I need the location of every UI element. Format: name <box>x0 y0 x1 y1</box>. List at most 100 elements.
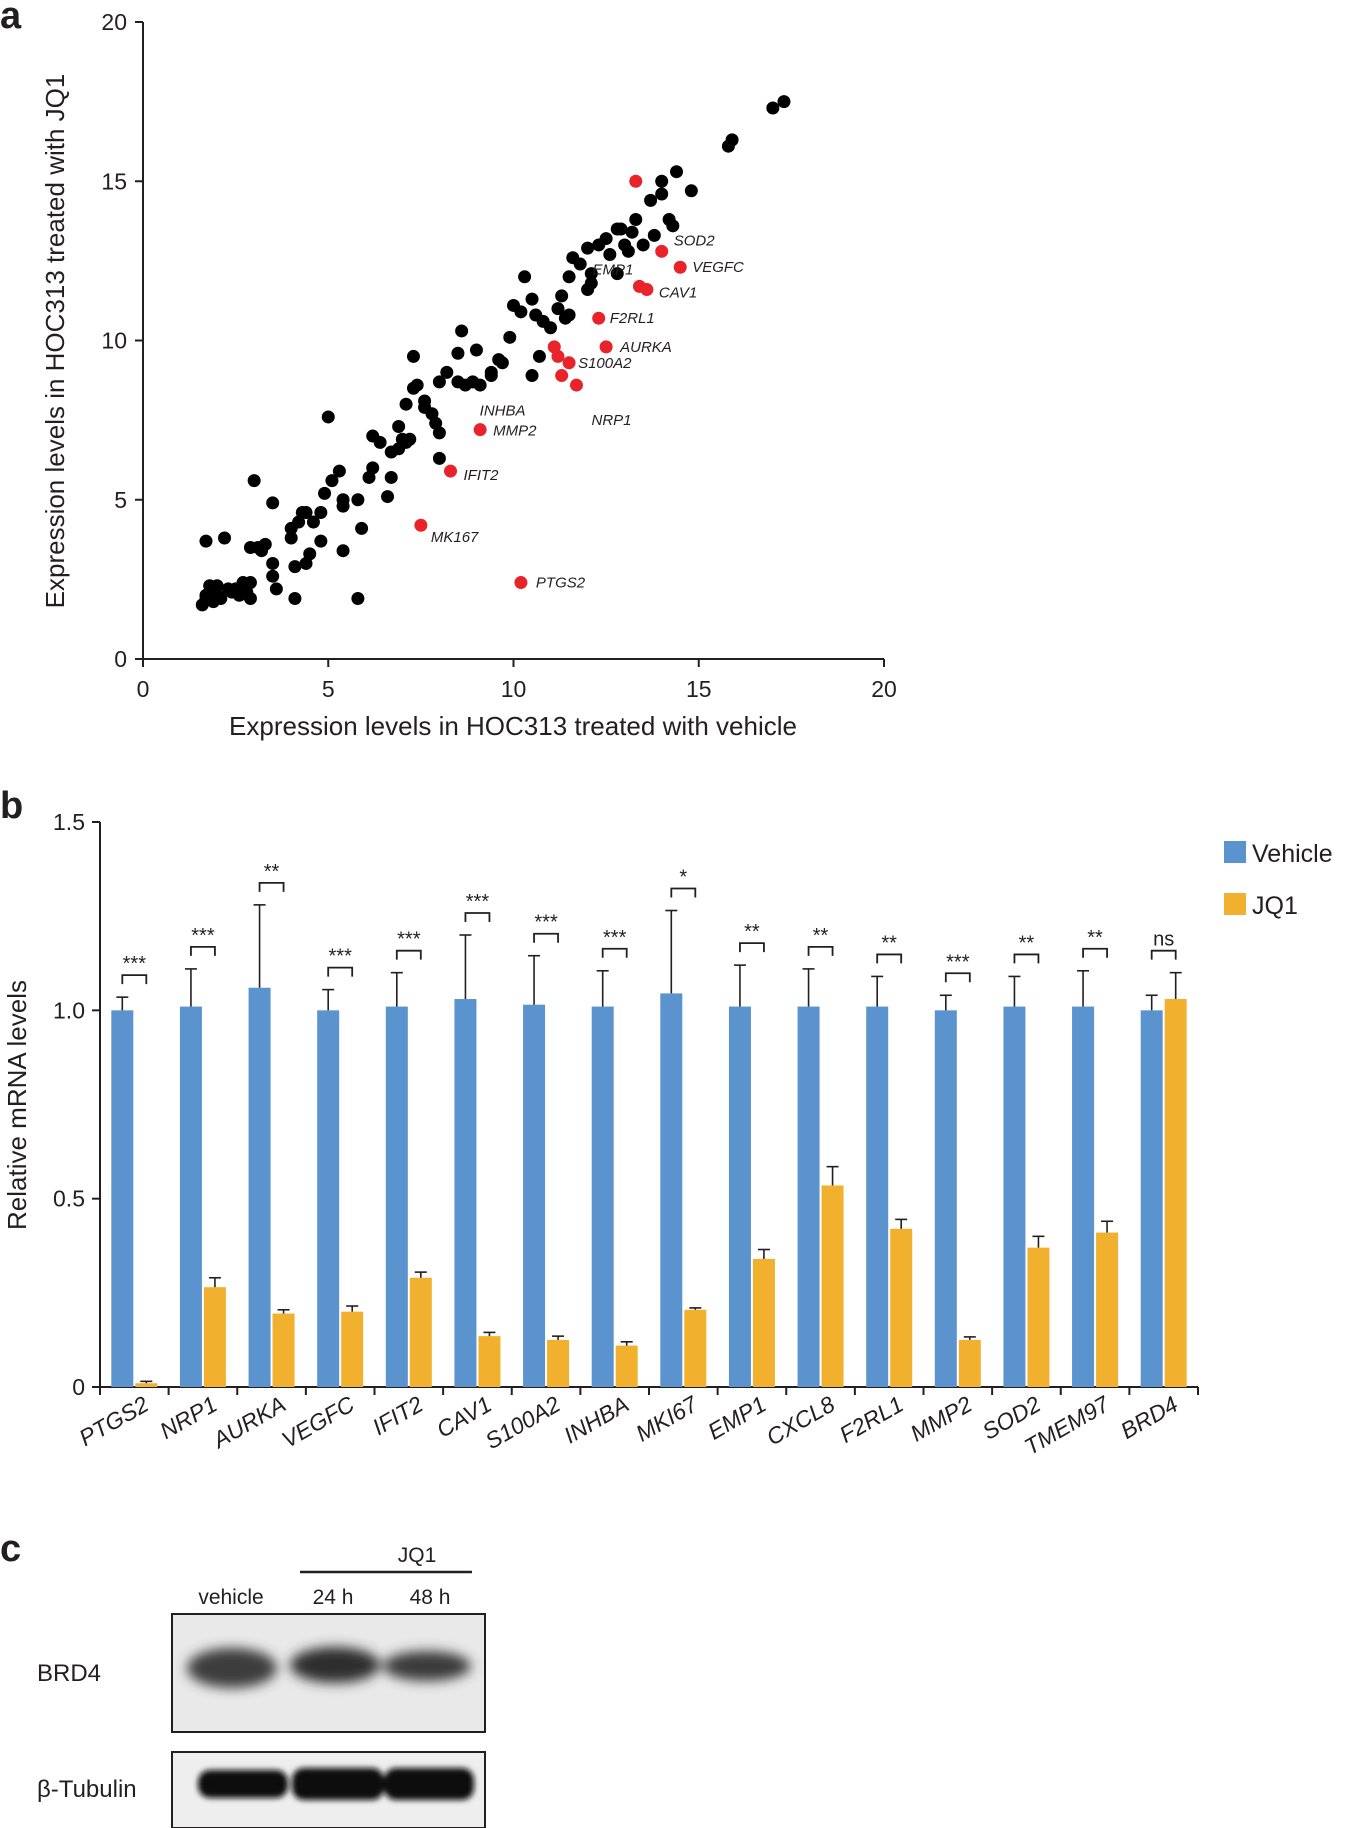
scatter-gene-label: PTGS2 <box>536 575 586 592</box>
scatter-point <box>562 308 576 322</box>
scatter-point-highlight <box>640 283 654 297</box>
blot-brd4-bands <box>187 1647 471 1688</box>
blot-lane-48h: 48 h <box>410 1586 451 1609</box>
scatter-point <box>206 591 220 605</box>
scatter-point <box>403 432 417 446</box>
scatter-point <box>544 321 558 335</box>
bar-category-label: CXCL8 <box>762 1391 839 1451</box>
bar-vehicle <box>523 1004 546 1387</box>
scatter-point <box>555 289 569 303</box>
bar-jq1 <box>821 1185 844 1387</box>
blot-row-label-tubulin: β-Tubulin <box>37 1776 137 1803</box>
scatter-point <box>458 378 472 392</box>
scatter-point <box>355 521 369 535</box>
scatter-point <box>258 537 272 551</box>
scatter-point <box>514 305 528 319</box>
bar-jq1 <box>135 1383 158 1387</box>
scatter-point <box>299 505 313 519</box>
scatter-point-highlight <box>414 518 428 532</box>
scatter-point-highlight <box>514 576 528 590</box>
bar-vehicle <box>179 1006 202 1387</box>
scatter-point <box>418 394 432 408</box>
bar-vehicle <box>728 1006 751 1387</box>
significance-bracket <box>739 942 765 953</box>
scatter-point <box>199 534 213 548</box>
scatter-x-tick-label: 0 <box>137 676 150 702</box>
blot-tubulin-bands <box>198 1768 474 1800</box>
significance-bracket <box>876 953 903 964</box>
bar-legend: Vehicle JQ1 <box>1224 840 1333 920</box>
scatter-gene-label: AURKA <box>619 339 672 356</box>
scatter-point <box>284 531 298 545</box>
scatter-x-tick-label: 10 <box>501 676 527 702</box>
scatter-point <box>629 212 643 226</box>
bar-category-label: AURKA <box>207 1391 290 1454</box>
bar-category-label: MKI67 <box>631 1390 703 1446</box>
scatter-point <box>451 346 465 360</box>
scatter-point <box>495 356 509 370</box>
bar-y-tick-label: 0.5 <box>53 1186 85 1212</box>
bar-y-tick-label: 0 <box>72 1374 85 1400</box>
scatter-gene-label: CAV1 <box>659 285 697 302</box>
significance-marker: ** <box>881 932 897 954</box>
significance-bracket <box>1150 949 1177 960</box>
bar-jq1 <box>272 1313 295 1387</box>
bar-jq1 <box>478 1336 501 1387</box>
bar-significance: ************************** ** ******* ** ns <box>121 861 1177 985</box>
scatter-point <box>351 493 365 507</box>
scatter-point <box>440 365 454 379</box>
scatter-point <box>666 219 680 233</box>
scatter-point <box>266 496 280 510</box>
scatter-point-highlight <box>562 356 576 370</box>
blot-brd4-band-vehicle <box>187 1648 277 1688</box>
scatter-gene-label: VEGFC <box>692 259 744 276</box>
scatter-gene-label: EMP1 <box>592 261 633 278</box>
scatter-point <box>336 493 350 507</box>
significance-marker: ** <box>1087 927 1103 949</box>
significance-marker: * <box>679 867 687 889</box>
scatter-point <box>351 591 365 605</box>
scatter-point <box>392 419 406 433</box>
scatter-point <box>584 276 598 290</box>
legend-label-vehicle: Vehicle <box>1252 840 1333 868</box>
scatter-point <box>314 534 328 548</box>
scatter-point <box>551 302 565 316</box>
scatter-point <box>655 174 669 188</box>
scatter-point <box>644 193 658 207</box>
scatter-gene-label: NRP1 <box>591 412 631 429</box>
scatter-gene-label: IFIT2 <box>464 467 500 484</box>
blot-brd4-panel <box>171 1613 486 1733</box>
scatter-point <box>429 416 443 430</box>
scatter-point <box>766 101 780 115</box>
bar-vehicle <box>797 1006 820 1387</box>
scatter-x-tick-label: 15 <box>686 676 712 702</box>
scatter-y-tick-label: 0 <box>114 646 127 672</box>
scatter-point <box>621 244 635 258</box>
scatter-point <box>218 531 232 545</box>
bar-vehicle <box>591 1006 614 1387</box>
significance-marker: ** <box>264 861 280 883</box>
blot-tubulin-panel <box>171 1751 486 1828</box>
bar-jq1 <box>1096 1232 1119 1387</box>
scatter-point <box>684 184 698 198</box>
scatter-gene-label: S100A2 <box>578 355 632 372</box>
significance-marker: *** <box>191 925 215 947</box>
scatter-point-highlight <box>655 244 669 258</box>
bar-jq1 <box>958 1339 981 1387</box>
scatter-point <box>399 397 413 411</box>
scatter-point <box>236 576 250 590</box>
scatter-point-highlight <box>592 311 606 325</box>
bar-vehicle <box>866 1006 889 1387</box>
bar-jq1 <box>1027 1247 1050 1387</box>
scatter-point <box>573 257 587 271</box>
scatter-y-tick-label: 10 <box>101 328 127 354</box>
scatter-point-highlight <box>555 369 569 383</box>
scatter-point <box>392 442 406 456</box>
bar-jq1 <box>752 1258 775 1387</box>
scatter-point <box>725 133 739 147</box>
significance-bracket <box>807 946 834 956</box>
significance-bracket <box>190 946 216 956</box>
bar-jq1 <box>409 1277 432 1387</box>
scatter-point <box>210 579 224 593</box>
